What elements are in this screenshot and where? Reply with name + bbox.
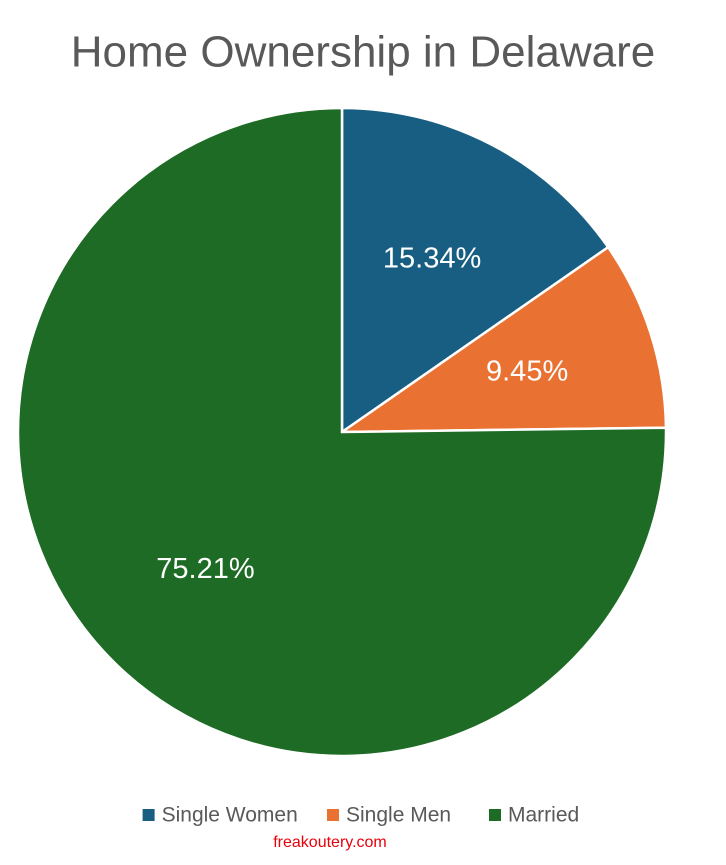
pie-slice	[340, 106, 610, 435]
chart-title: Home Ownership in Delaware	[71, 28, 655, 77]
legend-label: Single Men	[346, 804, 451, 827]
pie-slice	[337, 245, 668, 434]
pie-slice	[16, 106, 668, 758]
legend-swatch	[327, 809, 339, 821]
legend-label: Single Women	[162, 804, 298, 827]
legend-swatch	[489, 809, 501, 821]
legend-label: Married	[508, 804, 579, 827]
data-label: 15.34%	[383, 242, 481, 274]
legend-swatch	[142, 809, 155, 821]
source: freakoutery.com	[273, 834, 387, 851]
data-label: 75.21%	[156, 553, 254, 585]
data-label: 9.45%	[486, 355, 568, 387]
